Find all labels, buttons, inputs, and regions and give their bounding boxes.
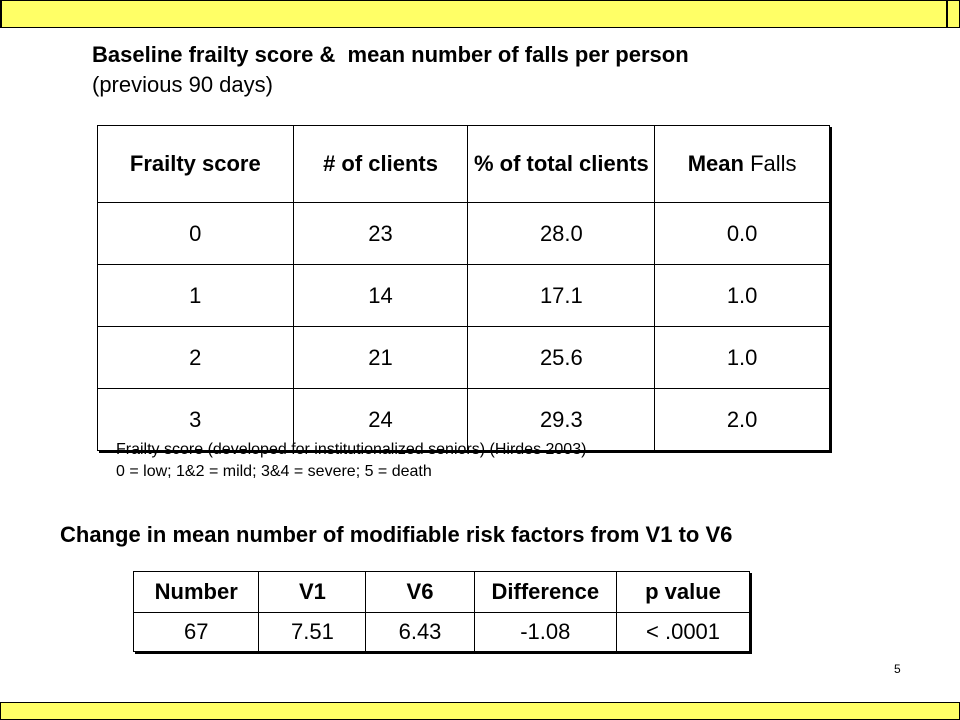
cell-difference: -1.08 [473, 612, 618, 652]
table-row: 2 21 25.6 1.0 [97, 326, 830, 389]
note-line-2: 0 = low; 1&2 = mild; 3&4 = severe; 5 = d… [116, 463, 432, 480]
cell-frailty: 2 [97, 326, 294, 389]
header-v1: V1 [258, 571, 367, 613]
header-number: Number [132, 571, 260, 613]
note-line-1: Frailty score (developed for institution… [116, 441, 587, 458]
cell-pct: 29.3 [467, 388, 656, 451]
table-header-row: Frailty score # of clients % of total cl… [97, 125, 830, 203]
cell-v6: 6.43 [365, 612, 475, 652]
cell-mean-falls: 1.0 [654, 326, 830, 389]
cell-frailty: 0 [97, 202, 294, 265]
cell-frailty: 3 [97, 388, 294, 451]
header-frailty-score: Frailty score [97, 125, 294, 203]
cell-mean-falls: 2.0 [654, 388, 830, 451]
table-row: 0 23 28.0 0.0 [97, 202, 830, 265]
cell-clients: 14 [292, 264, 469, 327]
table1-subtitle: (previous 90 days) [92, 72, 273, 97]
table-row: 67 7.51 6.43 -1.08 < .0001 [132, 612, 750, 652]
cell-v1: 7.51 [258, 612, 367, 652]
table-row: 1 14 17.1 1.0 [97, 264, 830, 327]
top-bar-left-divider [0, 0, 2, 28]
cell-clients: 24 [292, 388, 469, 451]
cell-mean-falls: 1.0 [654, 264, 830, 327]
bottom-banner-bar [0, 702, 960, 720]
header-v6: V6 [365, 571, 475, 613]
cell-mean-falls: 0.0 [654, 202, 830, 265]
header-percent-of-clients: % of total clients [467, 125, 656, 203]
table1-title: Baseline frailty score & mean number of … [92, 42, 689, 67]
top-bar-right-divider [946, 0, 948, 28]
cell-number: 67 [132, 612, 260, 652]
cell-pct: 28.0 [467, 202, 656, 265]
frailty-score-note: Frailty score (developed for institution… [116, 439, 586, 483]
table-header-row: Number V1 V6 Difference p value [132, 571, 750, 613]
header-mean-falls: Mean Falls [654, 125, 830, 203]
cell-clients: 23 [292, 202, 469, 265]
top-banner-bar [0, 0, 960, 28]
header-falls-normal: Falls [743, 151, 797, 176]
cell-p-value: < .0001 [616, 612, 750, 652]
frailty-falls-table: Frailty score # of clients % of total cl… [97, 125, 830, 451]
page-number: 5 [894, 662, 901, 676]
header-mean-bold: Mean [687, 151, 744, 176]
header-number-of-clients: # of clients [292, 125, 469, 203]
table2-title: Change in mean number of modifiable risk… [60, 522, 733, 547]
table-row: 3 24 29.3 2.0 [97, 388, 830, 451]
cell-pct: 25.6 [467, 326, 656, 389]
cell-clients: 21 [292, 326, 469, 389]
header-difference: Difference [473, 571, 618, 613]
risk-factor-change-table: Number V1 V6 Difference p value 67 7.51 … [132, 571, 750, 652]
cell-pct: 17.1 [467, 264, 656, 327]
cell-frailty: 1 [97, 264, 294, 327]
header-p-value: p value [616, 571, 750, 613]
